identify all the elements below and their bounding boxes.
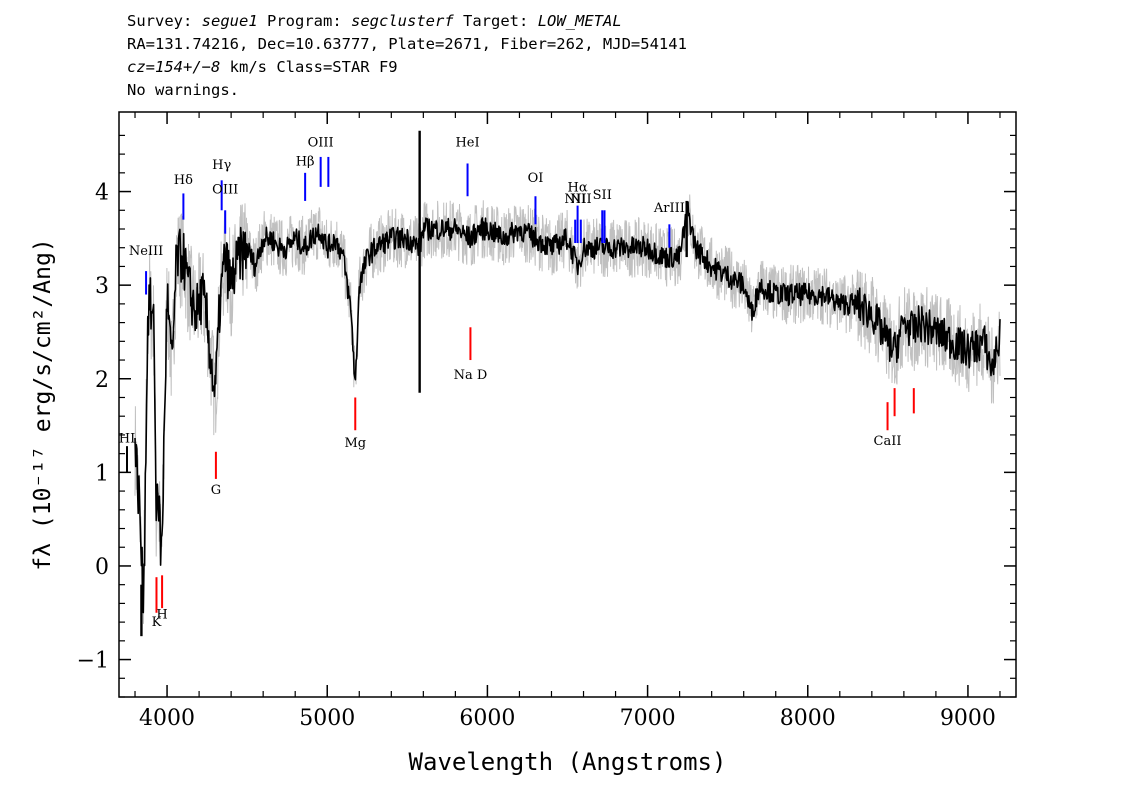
line-marker-label: K	[152, 615, 162, 630]
header-line-coordinates: RA=131.74216, Dec=10.63777, Plate=2671, …	[127, 35, 687, 53]
x-tick-label: 8000	[780, 706, 836, 731]
line-marker-label: Hβ	[296, 154, 315, 169]
program-label: Program:	[267, 12, 342, 30]
cz-value: 154+/−8	[155, 58, 221, 76]
line-marker-label: Hα	[568, 181, 588, 196]
x-tick-label: 4000	[139, 706, 195, 731]
target-label: Target:	[463, 12, 529, 30]
y-tick-label: 4	[95, 181, 109, 206]
y-axis-label: fλ (10⁻¹⁷ erg/s/cm²/Ang)	[30, 238, 56, 570]
cz-label: cz=	[127, 58, 155, 76]
spectrum-header: Survey: segue1 Program: segclusterf Targ…	[127, 10, 687, 102]
line-marker-label: NII	[564, 192, 586, 207]
header-line-survey: Survey: segue1 Program: segclusterf Targ…	[127, 10, 687, 33]
flux-line	[134, 201, 1001, 614]
line-marker-label: Hδ	[174, 173, 193, 188]
line-marker-label: Mg	[344, 436, 366, 451]
y-tick-label: 2	[95, 368, 109, 393]
line-marker-label: SII	[593, 188, 612, 203]
x-tick-label: 9000	[940, 706, 996, 731]
program-value: segclusterf	[351, 12, 454, 30]
line-marker-label: OIII	[308, 136, 334, 151]
y-tick-label: 0	[95, 555, 109, 580]
line-marker-label: ArIII	[653, 201, 685, 216]
plot-frame	[118, 111, 1017, 698]
line-marker-label: HI	[119, 431, 135, 446]
line-marker-label: NII	[570, 192, 592, 207]
y-tick-label: 3	[95, 274, 109, 299]
x-tick-label: 7000	[620, 706, 676, 731]
survey-label: Survey:	[127, 12, 193, 30]
line-marker-label: NeIII	[129, 244, 163, 259]
line-marker-label: H	[156, 607, 167, 622]
line-marker-label: Hγ	[212, 158, 231, 173]
line-marker-label: Na D	[454, 368, 488, 383]
x-tick-label: 5000	[299, 706, 355, 731]
header-line-warnings: No warnings.	[127, 81, 239, 99]
header-line-redshift: cz=154+/−8 km/s Class=STAR F9	[127, 56, 687, 79]
line-marker-label: G	[211, 483, 221, 498]
x-axis-label: Wavelength (Angstroms)	[409, 748, 727, 776]
line-marker-label: OIII	[212, 182, 238, 197]
y-tick-label: −1	[77, 649, 109, 674]
line-marker-label: CaII	[874, 434, 902, 449]
y-tick-label: 1	[95, 461, 109, 486]
target-value: LOW_METAL	[537, 12, 622, 30]
cz-unit-class: km/s Class=STAR F9	[220, 58, 398, 76]
line-marker-label: OI	[528, 171, 544, 186]
x-tick-label: 6000	[459, 706, 515, 731]
line-marker-label: HeI	[455, 136, 479, 151]
error-band	[134, 194, 1001, 624]
survey-value: segue1	[201, 12, 258, 30]
